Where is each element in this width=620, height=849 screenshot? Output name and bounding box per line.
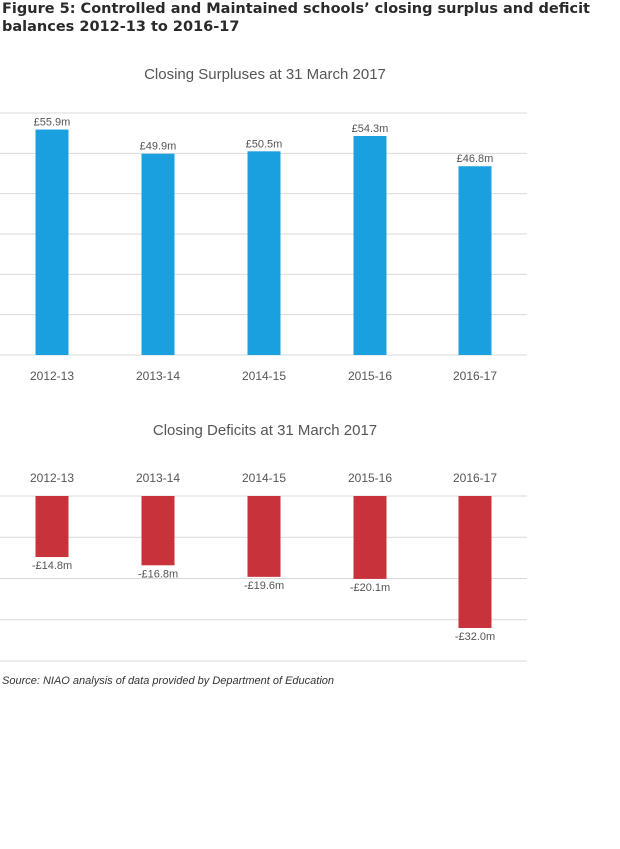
surplus-bar-2013-14 bbox=[141, 153, 175, 355]
surplus-bar-2014-15 bbox=[247, 151, 281, 355]
deficit-tick-label: 2015-16 bbox=[348, 471, 392, 485]
deficit-chart-title: Closing Deficits at 31 March 2017 bbox=[153, 422, 377, 439]
surplus-chart: Closing Surpluses at 31 March 2017 £55.9… bbox=[0, 66, 527, 383]
deficit-tick-label: 2016-17 bbox=[453, 471, 497, 485]
surplus-tick-label: 2016-17 bbox=[453, 369, 497, 383]
surplus-bar-2016-17 bbox=[458, 166, 492, 355]
surplus-data-label: £55.9m bbox=[34, 117, 71, 129]
surplus-tick-label: 2012-13 bbox=[30, 369, 74, 383]
surplus-chart-title: Closing Surpluses at 31 March 2017 bbox=[144, 66, 386, 83]
deficit-bar-2014-15 bbox=[247, 496, 281, 577]
deficit-data-label: -£32.0m bbox=[455, 631, 495, 643]
surplus-tick-label: 2013-14 bbox=[136, 369, 180, 383]
source-note: Source: NIAO analysis of data provided b… bbox=[2, 675, 335, 687]
surplus-data-label: £49.9m bbox=[140, 141, 177, 153]
figure-title-line-1: Figure 5: Controlled and Maintained scho… bbox=[2, 1, 590, 17]
figure-title: Figure 5: Controlled and Maintained scho… bbox=[2, 0, 602, 36]
surplus-tick-label: 2015-16 bbox=[348, 369, 392, 383]
deficit-bar-2015-16 bbox=[353, 496, 387, 579]
surplus-data-label: £54.3m bbox=[352, 123, 389, 135]
charts-canvas: Closing Surpluses at 31 March 2017 £55.9… bbox=[0, 66, 527, 662]
deficit-tick-label: 2012-13 bbox=[30, 471, 74, 485]
deficit-data-label: -£16.8m bbox=[138, 568, 178, 580]
deficit-chart: Closing Deficits at 31 March 2017 -£14.8… bbox=[0, 422, 527, 662]
surplus-data-label: £50.5m bbox=[246, 138, 283, 150]
deficit-data-label: -£14.8m bbox=[32, 560, 72, 572]
surplus-bar-2015-16 bbox=[353, 135, 387, 355]
figure-title-line-2: balances 2012-13 to 2016-17 bbox=[2, 19, 240, 35]
deficit-bar-2016-17 bbox=[458, 496, 492, 628]
deficit-tick-label: 2014-15 bbox=[242, 471, 286, 485]
deficit-data-label: -£19.6m bbox=[244, 580, 284, 592]
surplus-bar-2012-13 bbox=[35, 129, 69, 355]
deficit-bar-2012-13 bbox=[35, 496, 69, 558]
deficit-bar-2013-14 bbox=[141, 496, 175, 566]
surplus-data-label: £46.8m bbox=[457, 153, 494, 165]
deficit-data-label: -£20.1m bbox=[350, 582, 390, 594]
surplus-tick-label: 2014-15 bbox=[242, 369, 286, 383]
deficit-tick-label: 2013-14 bbox=[136, 471, 180, 485]
